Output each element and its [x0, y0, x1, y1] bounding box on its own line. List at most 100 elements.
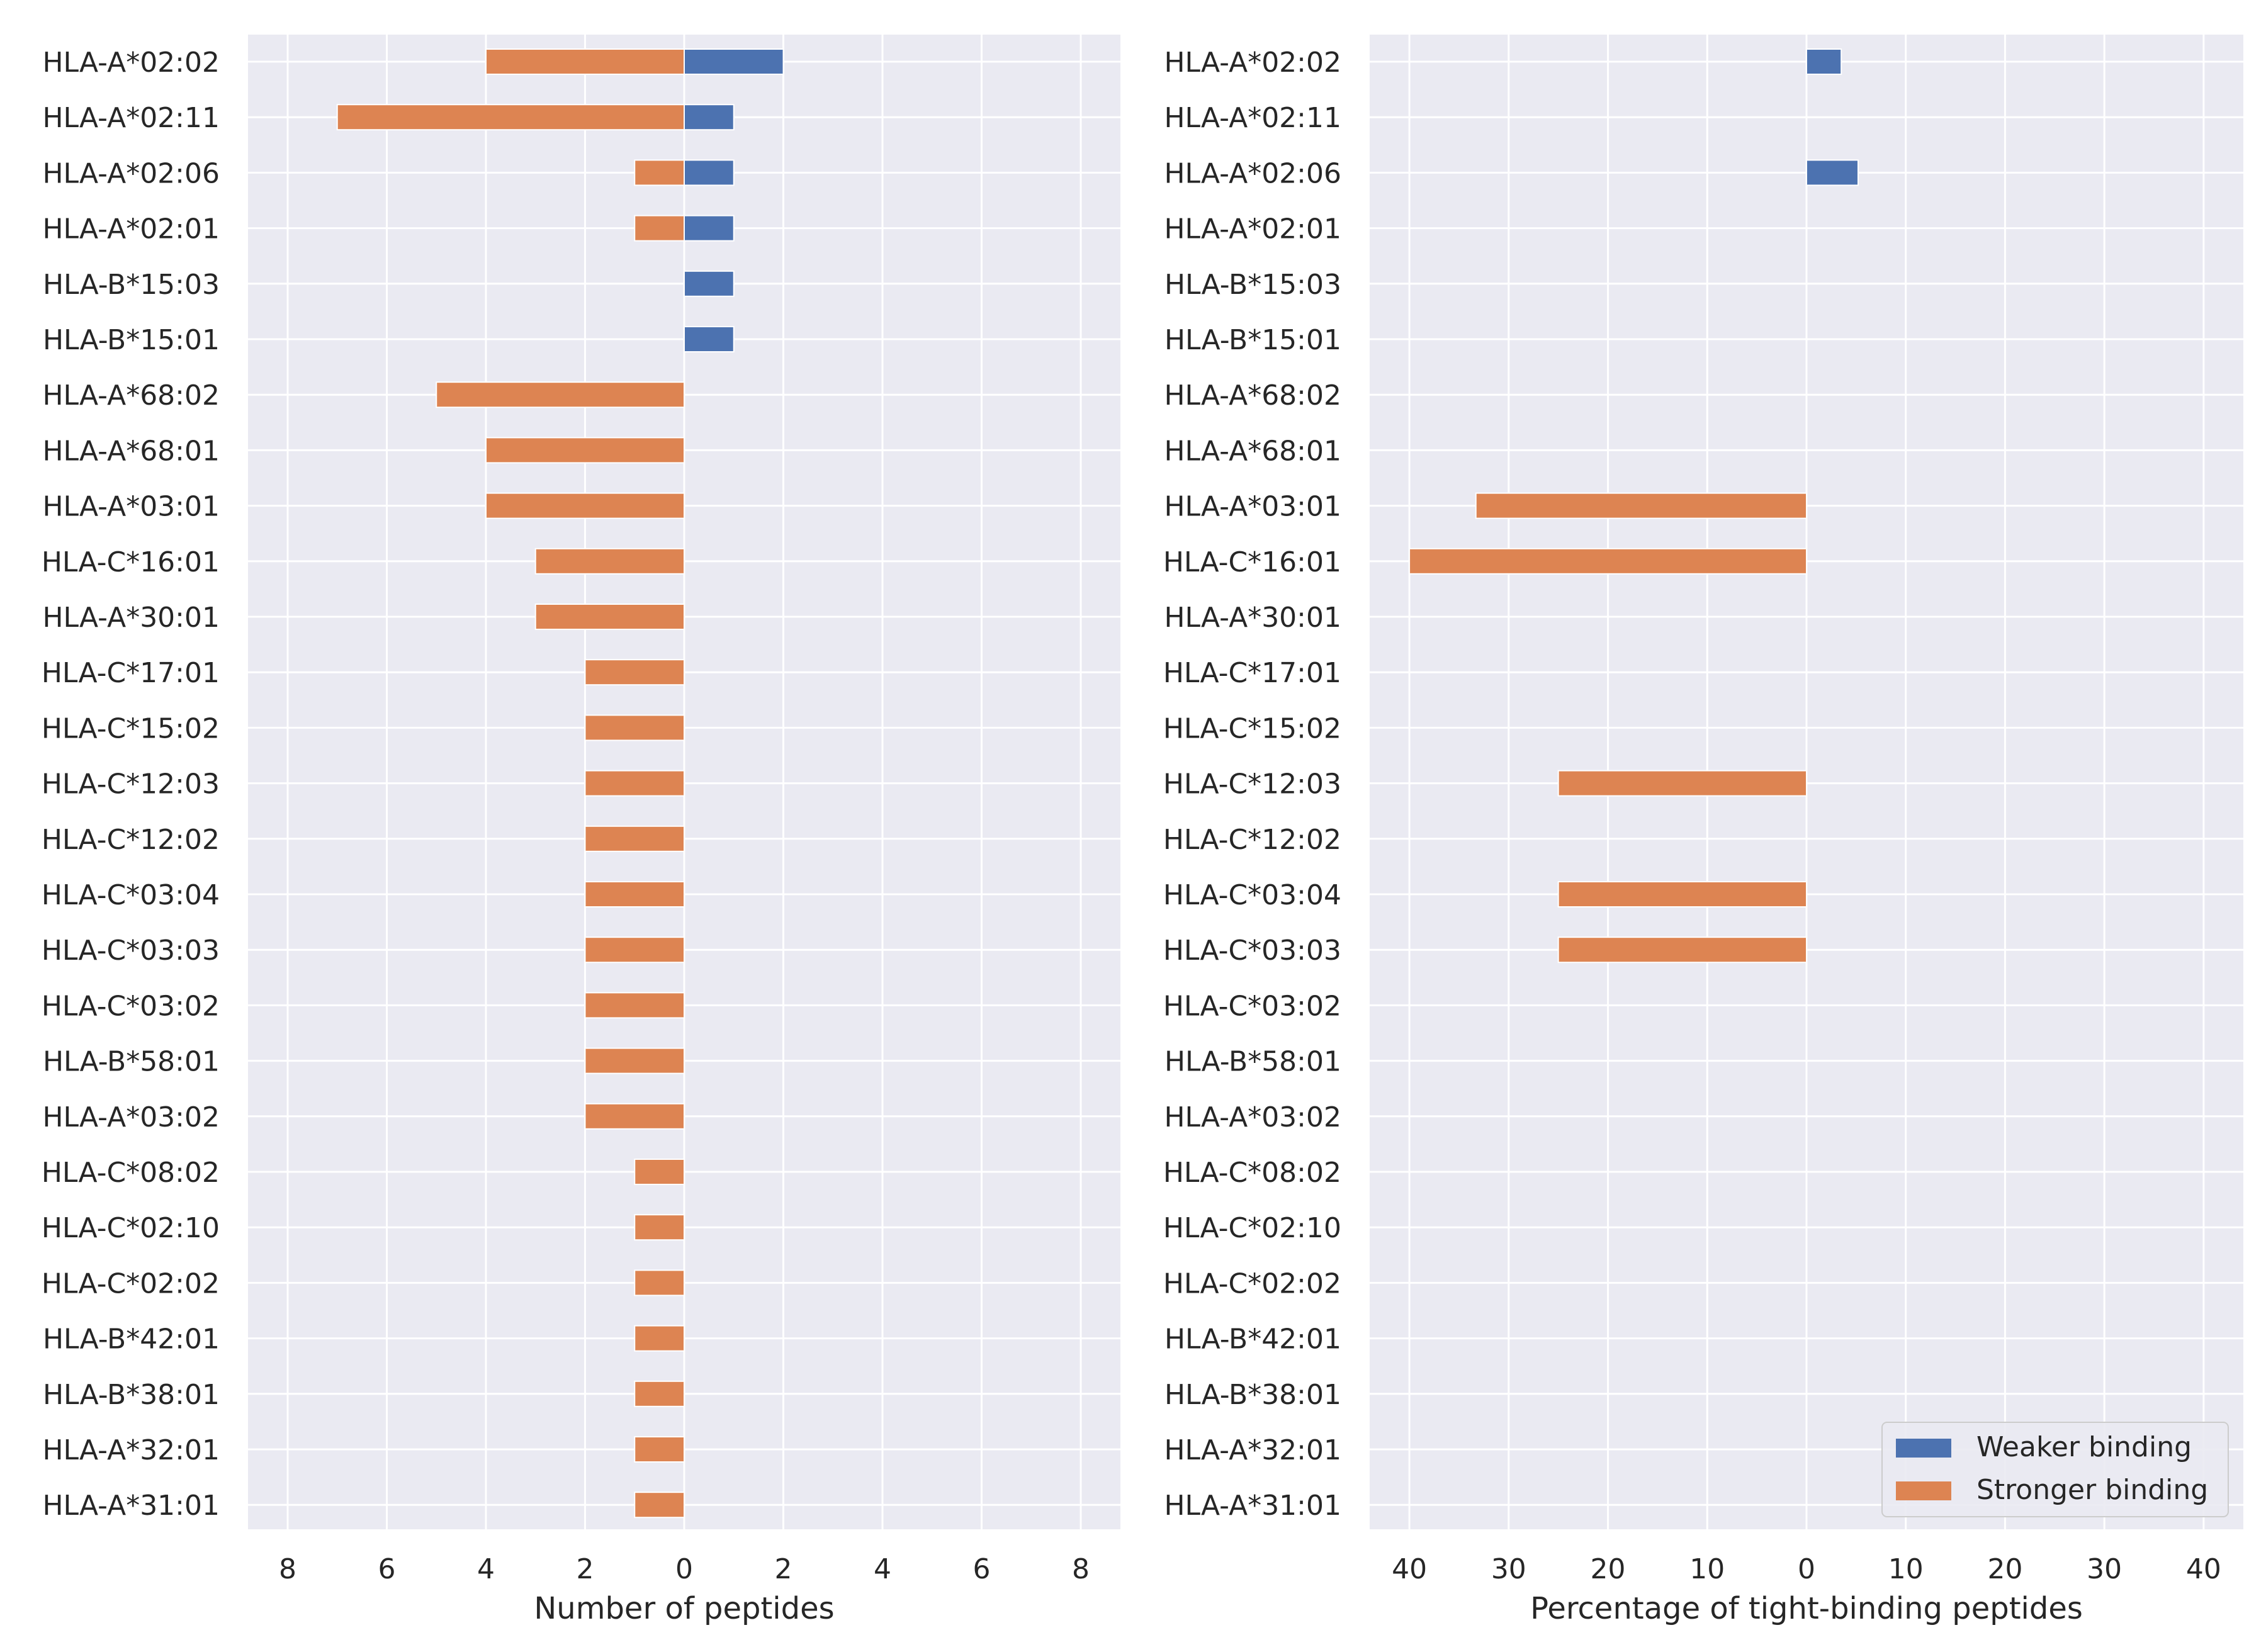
stronger-binding-bar [584, 714, 685, 741]
legend-box [1881, 1422, 2229, 1517]
legend-label: Weaker binding [1976, 1431, 2192, 1463]
x-tick-label: 0 [675, 1553, 693, 1585]
y-tick-label: HLA-A*31:01 [42, 1490, 220, 1522]
y-tick-label: HLA-B*15:01 [1164, 324, 1341, 356]
y-tick-label: HLA-B*58:01 [1164, 1046, 1341, 1078]
y-tick-label: HLA-A*03:02 [1164, 1101, 1341, 1133]
y-tick-label: HLA-A*02:06 [1164, 157, 1341, 189]
weaker-binding-bar [684, 159, 735, 186]
y-tick-label: HLA-C*12:03 [42, 768, 220, 801]
y-tick-label: HLA-C*02:10 [1163, 1212, 1341, 1244]
y-tick-label: HLA-B*15:03 [43, 269, 220, 301]
right-chart-panel: 40 30 20 10 0 10 20 30 40 HLA-A*02:02 HLA-A*02:11 H… [1163, 35, 2243, 1626]
y-tick-label: HLA-A*02:01 [1164, 213, 1341, 245]
stronger-binding-bar [584, 659, 685, 686]
stronger-binding-bar [534, 548, 685, 575]
x-tick-label: 2 [775, 1553, 792, 1585]
weaker-binding-bar [1806, 159, 1859, 186]
x-tick-label: 8 [279, 1553, 296, 1585]
stronger-binding-bar [634, 1269, 685, 1296]
stronger-binding-bar [634, 1325, 685, 1352]
legend-swatch [1896, 1439, 1951, 1458]
y-tick-label: HLA-A*31:01 [1164, 1490, 1341, 1522]
y-tick-label: HLA-C*02:10 [42, 1212, 220, 1244]
x-tick-label: 4 [477, 1553, 495, 1585]
stronger-binding-bar [485, 48, 685, 75]
x-tick-label: 20 [1987, 1553, 2022, 1585]
x-tick-label: 0 [1798, 1553, 1815, 1585]
y-tick-label: HLA-C*16:01 [42, 546, 220, 578]
x-tick-label: 6 [378, 1553, 396, 1585]
legend: Weaker binding Stronger binding [1881, 1422, 2229, 1517]
y-tick-label: HLA-A*02:11 [42, 102, 220, 134]
stronger-binding-bar [584, 992, 685, 1019]
weaker-binding-bar [684, 270, 735, 297]
stronger-binding-bar [1557, 936, 1808, 964]
stronger-binding-bar [584, 1047, 685, 1074]
y-tick-label: HLA-C*03:04 [42, 879, 220, 911]
stronger-binding-bar [634, 215, 685, 242]
x-tick-label: 10 [1888, 1553, 1924, 1585]
y-tick-label: HLA-C*17:01 [42, 657, 220, 689]
y-tick-label: HLA-C*03:03 [42, 935, 220, 967]
stronger-binding-bar [584, 881, 685, 907]
y-tick-label: HLA-A*30:01 [42, 602, 220, 634]
x-tick-label: 10 [1689, 1553, 1725, 1585]
y-tick-label: HLA-A*02:06 [42, 157, 220, 189]
y-tick-label: HLA-B*38:01 [1164, 1379, 1341, 1411]
y-tick-label: HLA-C*08:02 [1163, 1157, 1341, 1189]
stronger-binding-bar [634, 1159, 685, 1185]
y-tick-label: HLA-C*03:03 [1163, 935, 1341, 967]
y-tick-label: HLA-B*42:01 [1164, 1323, 1341, 1356]
y-tick-label: HLA-A*32:01 [1164, 1434, 1341, 1466]
stronger-binding-bar [1409, 548, 1807, 575]
y-tick-label: HLA-A*03:01 [1164, 491, 1341, 523]
stronger-binding-bar [485, 492, 685, 519]
stronger-binding-bar [534, 604, 685, 630]
x-tick-label: 30 [2087, 1553, 2122, 1585]
y-tick-label: HLA-A*68:02 [42, 379, 220, 412]
y-tick-label: HLA-C*17:01 [1163, 657, 1341, 689]
y-tick-label: HLA-C*16:01 [1163, 546, 1341, 578]
y-tick-label: HLA-C*15:02 [42, 712, 220, 745]
y-tick-label: HLA-B*42:01 [43, 1323, 220, 1356]
y-tick-label: HLA-C*03:02 [1163, 990, 1341, 1022]
stronger-binding-bar [584, 936, 685, 964]
y-tick-label: HLA-A*68:02 [1164, 379, 1341, 412]
x-tick-label: 40 [2186, 1553, 2221, 1585]
y-tick-label: HLA-C*08:02 [42, 1157, 220, 1189]
y-tick-label: HLA-A*32:01 [42, 1434, 220, 1466]
y-tick-label: HLA-C*02:02 [42, 1267, 220, 1300]
y-tick-label: HLA-C*03:04 [1163, 879, 1341, 911]
y-tick-label: HLA-C*12:02 [1163, 824, 1341, 856]
y-tick-label: HLA-A*02:02 [1164, 47, 1341, 79]
y-tick-label: HLA-C*12:03 [1163, 768, 1341, 801]
stronger-binding-bar [485, 437, 685, 464]
y-tick-label: HLA-B*58:01 [43, 1046, 220, 1078]
stronger-binding-bar [1557, 881, 1808, 907]
weaker-binding-bar [684, 215, 735, 242]
y-tick-label: HLA-A*02:01 [42, 213, 220, 245]
x-tick-label: 4 [874, 1553, 891, 1585]
y-tick-label: HLA-A*02:02 [42, 47, 220, 79]
y-tick-label: HLA-B*38:01 [43, 1379, 220, 1411]
legend-swatch [1896, 1481, 1951, 1500]
stronger-binding-bar [584, 1103, 685, 1130]
y-tick-label: HLA-A*02:11 [1164, 102, 1341, 134]
stronger-binding-bar [634, 1214, 685, 1241]
weaker-binding-bar [684, 104, 735, 131]
y-tick-label: HLA-A*68:01 [1164, 435, 1341, 467]
stronger-binding-bar [1557, 770, 1808, 797]
y-tick-label: HLA-A*68:01 [42, 435, 220, 467]
weaker-binding-bar [1806, 48, 1842, 75]
stronger-binding-bar [634, 1492, 685, 1519]
y-tick-label: HLA-A*03:02 [42, 1101, 220, 1133]
y-tick-label: HLA-B*15:01 [43, 324, 220, 356]
x-tick-label: 6 [973, 1553, 991, 1585]
y-tick-label: HLA-A*03:01 [42, 491, 220, 523]
weaker-binding-bar [684, 48, 784, 75]
x-tick-label: 8 [1072, 1553, 1090, 1585]
stronger-binding-bar [584, 770, 685, 797]
stronger-binding-bar [584, 825, 685, 852]
